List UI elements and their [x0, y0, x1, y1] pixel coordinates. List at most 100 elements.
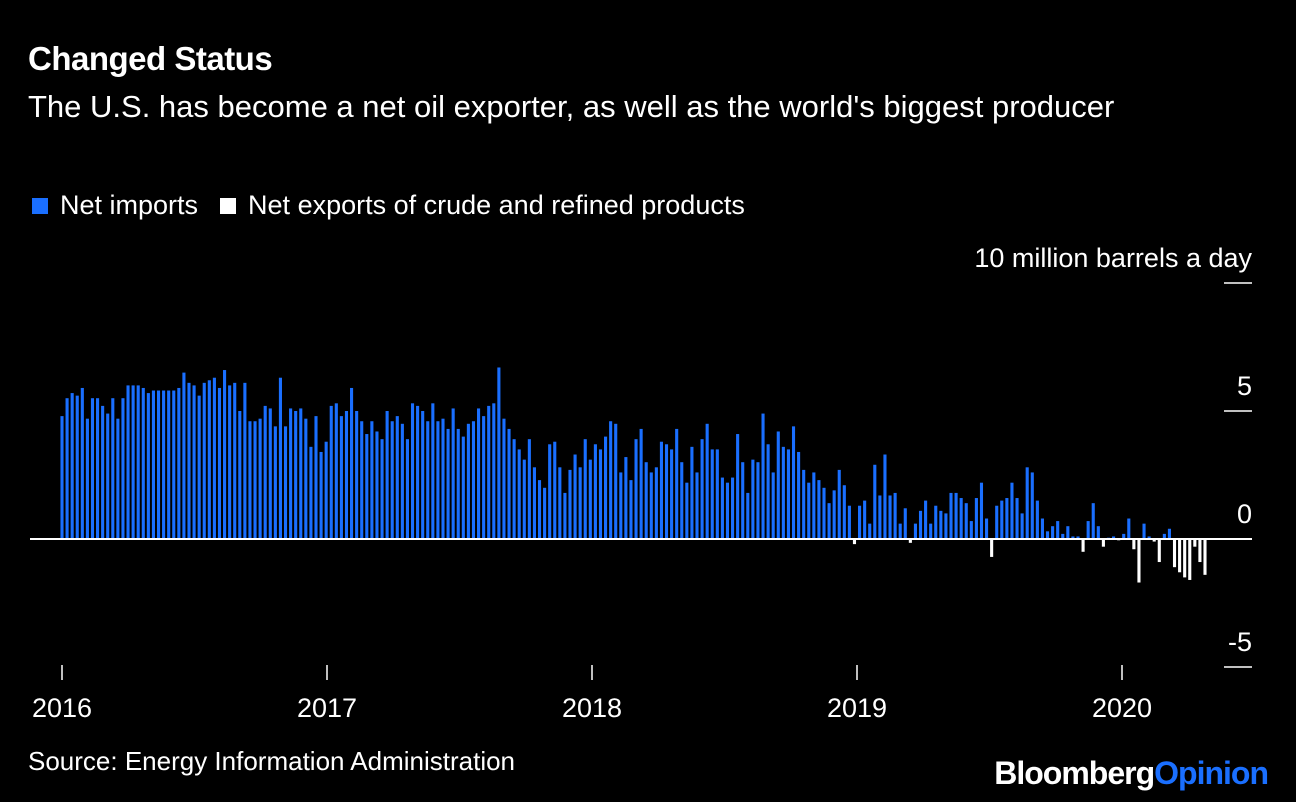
- bar-91: [522, 459, 526, 539]
- bar-145: [797, 451, 801, 539]
- bar-87: [502, 418, 506, 539]
- bar-159: [868, 523, 872, 539]
- bar-171: [929, 523, 933, 539]
- bar-110: [619, 472, 623, 539]
- bar-170: [924, 500, 928, 539]
- x-tick-label-1: 2017: [297, 693, 357, 723]
- brand-bloomberg: Bloomberg: [994, 755, 1155, 791]
- bar-26: [192, 385, 196, 539]
- y-tick-label-2: 0: [1237, 499, 1252, 529]
- bar-116: [649, 472, 653, 539]
- bar-163: [888, 495, 892, 539]
- bar-147: [807, 482, 811, 539]
- bar-130: [720, 477, 724, 539]
- bar-141: [776, 431, 780, 539]
- bar-37: [248, 421, 252, 539]
- bar-129: [715, 449, 719, 539]
- bar-19: [156, 390, 161, 539]
- bar-162: [883, 454, 887, 539]
- bar-123: [685, 482, 689, 539]
- bar-151: [827, 503, 831, 539]
- bar-222: [1188, 539, 1192, 580]
- bar-22: [172, 390, 176, 539]
- y-tick-label-1: 5: [1237, 371, 1252, 401]
- bar-114: [639, 428, 643, 539]
- bar-146: [802, 469, 806, 539]
- bar-182: [985, 518, 989, 539]
- bar-82: [477, 408, 481, 539]
- bar-77: [451, 408, 455, 539]
- bar-59: [360, 421, 364, 539]
- bar-156: [852, 539, 857, 545]
- bar-88: [507, 428, 511, 539]
- bar-217: [1162, 533, 1166, 539]
- bar-115: [644, 462, 648, 539]
- bar-70: [416, 405, 420, 539]
- bar-7: [96, 398, 100, 539]
- x-tick-label-2: 2018: [562, 693, 622, 723]
- bar-220: [1178, 539, 1182, 573]
- bar-50: [314, 416, 318, 539]
- bar-98: [558, 467, 562, 539]
- bar-187: [1010, 482, 1014, 539]
- bar-152: [832, 490, 836, 539]
- bar-15: [136, 385, 140, 539]
- bar-2: [70, 393, 74, 539]
- bar-214: [1147, 536, 1151, 539]
- bar-73: [431, 403, 435, 539]
- bar-131: [725, 482, 730, 539]
- bar-203: [1091, 503, 1095, 539]
- bar-81: [471, 421, 476, 539]
- bar-223: [1193, 539, 1197, 547]
- bar-190: [1025, 467, 1029, 539]
- bar-28: [202, 382, 206, 539]
- bar-194: [1045, 531, 1050, 539]
- bar-80: [466, 423, 470, 539]
- bar-113: [634, 439, 638, 539]
- bar-86: [497, 367, 501, 539]
- bar-44: [283, 426, 288, 539]
- bar-76: [446, 428, 450, 539]
- bar-14: [131, 385, 135, 539]
- bar-97: [553, 441, 557, 539]
- bar-106: [598, 449, 603, 539]
- bar-120: [670, 449, 674, 539]
- bar-191: [1030, 472, 1034, 539]
- x-tick-label-4: 2020: [1092, 693, 1152, 723]
- bar-69: [410, 403, 415, 539]
- legend-label-imports: Net imports: [60, 190, 199, 220]
- bar-6: [90, 398, 95, 539]
- bar-122: [680, 462, 684, 539]
- bar-138: [761, 413, 765, 539]
- bar-180: [974, 498, 978, 539]
- bar-192: [1035, 500, 1039, 539]
- bar-100: [568, 469, 572, 539]
- bar-17: [146, 393, 150, 539]
- legend-swatch-imports: [32, 197, 48, 214]
- bar-47: [299, 408, 303, 539]
- bar-195: [1051, 526, 1055, 539]
- bar-204: [1096, 526, 1100, 539]
- bar-35: [238, 411, 242, 539]
- bar-94: [537, 480, 542, 539]
- bar-20: [162, 390, 166, 539]
- bar-161: [878, 495, 882, 539]
- bar-56: [344, 411, 349, 539]
- bar-158: [863, 500, 867, 539]
- bar-68: [405, 439, 409, 539]
- bar-185: [1000, 500, 1004, 539]
- bar-52: [324, 441, 328, 539]
- bar-53: [329, 405, 333, 539]
- bar-103: [583, 439, 587, 539]
- bar-67: [400, 423, 404, 539]
- bar-61: [370, 421, 374, 539]
- bar-153: [837, 469, 841, 539]
- bar-207: [1112, 536, 1116, 539]
- bar-51: [319, 451, 323, 539]
- bar-66: [395, 416, 399, 539]
- bar-213: [1142, 523, 1146, 539]
- bar-225: [1203, 539, 1207, 575]
- bar-41: [268, 408, 272, 539]
- legend-item-exports: Net exports of crude and refined product…: [220, 190, 745, 221]
